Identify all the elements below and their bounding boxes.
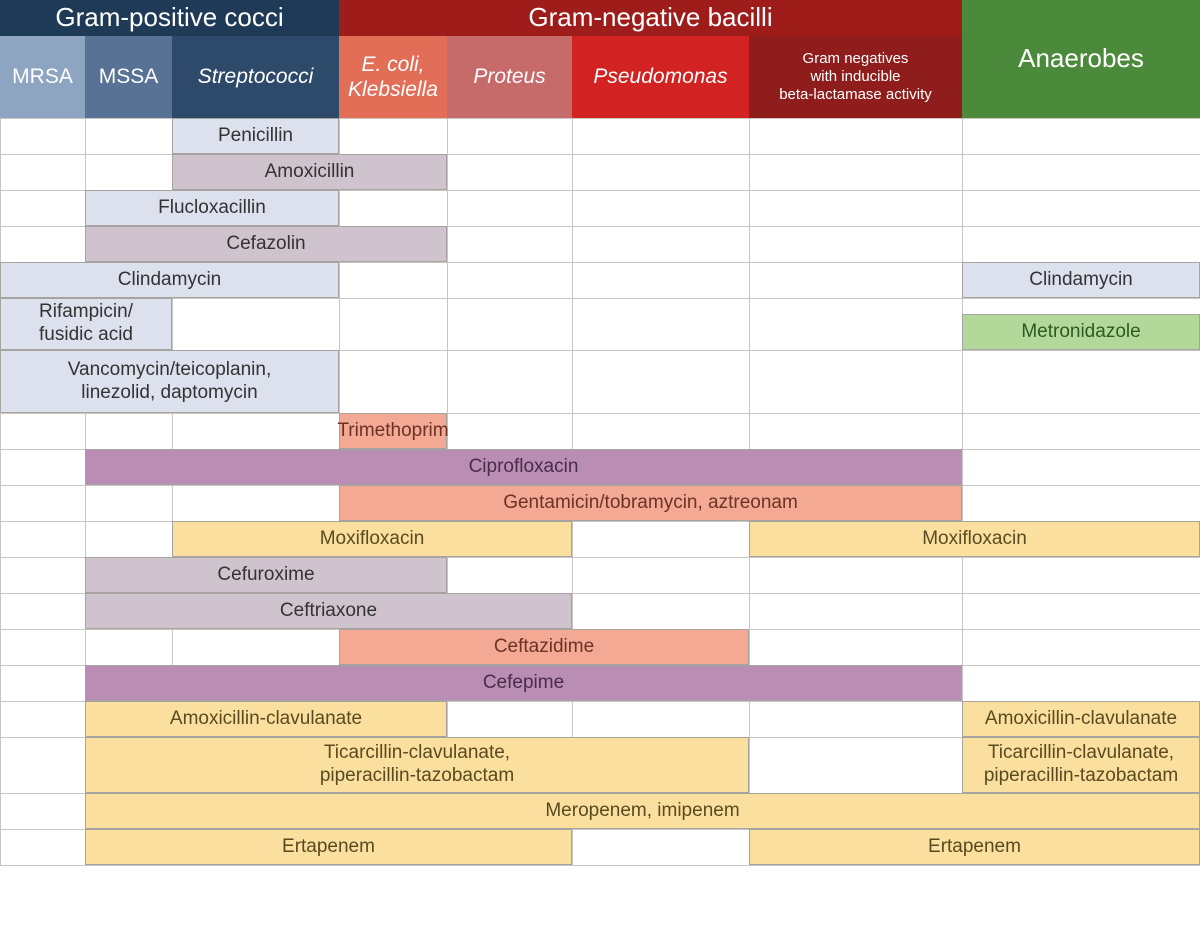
header2-strep: Streptococci (172, 36, 339, 118)
drug-ceftazidime: Ceftazidime (339, 629, 749, 665)
header2-mrsa: MRSA (0, 36, 85, 118)
drug-amoxclav-0: Amoxicillin-clavulanate (85, 701, 447, 737)
header2-ecoli: E. coli, Klebsiella (339, 36, 447, 118)
drug-vancomycin: Vancomycin/teicoplanin, linezolid, dapto… (0, 350, 339, 413)
drug-ticarcillin-1: Ticarcillin-clavulanate, piperacillin-ta… (962, 737, 1200, 793)
drug-gentamicin: Gentamicin/tobramycin, aztreonam (339, 485, 962, 521)
grid-row (0, 413, 1200, 414)
drug-flucloxacillin: Flucloxacillin (85, 190, 339, 226)
drug-cefazolin: Cefazolin (85, 226, 447, 262)
drug-ticarcillin-0: Ticarcillin-clavulanate, piperacillin-ta… (85, 737, 749, 793)
drug-cefepime: Cefepime (85, 665, 962, 701)
drug-rifampicin-1: Metronidazole (962, 314, 1200, 350)
drug-clindamycin-1: Clindamycin (962, 262, 1200, 298)
header-anaerobes: Anaerobes (962, 0, 1200, 118)
grid-row (0, 865, 1200, 866)
grid-row (0, 298, 1200, 299)
header1-gp: Gram-positive cocci (0, 0, 339, 36)
drug-amoxclav-1: Amoxicillin-clavulanate (962, 701, 1200, 737)
drug-trimethoprim: Trimethoprim (339, 413, 447, 449)
drug-amoxicillin: Amoxicillin (172, 154, 447, 190)
drug-cefuroxime: Cefuroxime (85, 557, 447, 593)
drug-moxifloxacin-0: Moxifloxacin (172, 521, 572, 557)
drug-ceftriaxone: Ceftriaxone (85, 593, 572, 629)
drug-ciprofloxacin: Ciprofloxacin (85, 449, 962, 485)
header1-gn: Gram-negative bacilli (339, 0, 962, 36)
drug-rifampicin-0: Rifampicin/ fusidic acid (0, 298, 172, 350)
grid-col-0 (0, 118, 1, 865)
header2-pseudo: Pseudomonas (572, 36, 749, 118)
drug-moxifloxacin-1: Moxifloxacin (749, 521, 1200, 557)
header2-proteus: Proteus (447, 36, 572, 118)
header2-gnind: Gram negatives with inducible beta-lacta… (749, 36, 962, 118)
drug-ertapenem-0: Ertapenem (85, 829, 572, 865)
drug-meropenem: Meropenem, imipenem (85, 793, 1200, 829)
drug-clindamycin-0: Clindamycin (0, 262, 339, 298)
drug-ertapenem-1: Ertapenem (749, 829, 1200, 865)
antibiotic-spectrum-chart: Gram-positive cocciGram-negative bacilli… (0, 0, 1200, 933)
header2-mssa: MSSA (85, 36, 172, 118)
drug-penicillin: Penicillin (172, 118, 339, 154)
